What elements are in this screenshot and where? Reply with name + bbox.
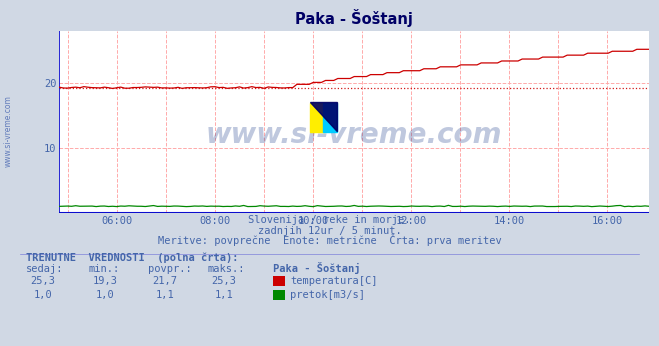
Text: 1,1: 1,1 <box>156 290 174 300</box>
Text: www.si-vreme.com: www.si-vreme.com <box>206 121 502 149</box>
Text: Meritve: povprečne  Enote: metrične  Črta: prva meritev: Meritve: povprečne Enote: metrične Črta:… <box>158 234 501 246</box>
Text: TRENUTNE  VREDNOSTI  (polna črta):: TRENUTNE VREDNOSTI (polna črta): <box>26 253 239 263</box>
Text: 25,3: 25,3 <box>212 276 237 286</box>
Bar <box>310 102 326 132</box>
Text: 1,0: 1,0 <box>34 290 52 300</box>
Text: www.si-vreme.com: www.si-vreme.com <box>3 95 13 167</box>
Text: 1,0: 1,0 <box>96 290 115 300</box>
Text: pretok[m3/s]: pretok[m3/s] <box>290 290 365 300</box>
Text: 21,7: 21,7 <box>152 276 177 286</box>
Text: Slovenija / reke in morje.: Slovenija / reke in morje. <box>248 215 411 225</box>
Text: Paka - Šoštanj: Paka - Šoštanj <box>273 262 361 274</box>
Text: 25,3: 25,3 <box>30 276 55 286</box>
Text: maks.:: maks.: <box>208 264 245 274</box>
Text: 1,1: 1,1 <box>215 290 233 300</box>
Bar <box>323 102 337 132</box>
Title: Paka - Šoštanj: Paka - Šoštanj <box>295 9 413 27</box>
Polygon shape <box>310 102 337 132</box>
Text: povpr.:: povpr.: <box>148 264 192 274</box>
Text: 19,3: 19,3 <box>93 276 118 286</box>
Text: zadnjih 12ur / 5 minut.: zadnjih 12ur / 5 minut. <box>258 226 401 236</box>
Text: sedaj:: sedaj: <box>26 264 64 274</box>
Text: temperatura[C]: temperatura[C] <box>290 276 378 286</box>
Text: min.:: min.: <box>89 264 120 274</box>
